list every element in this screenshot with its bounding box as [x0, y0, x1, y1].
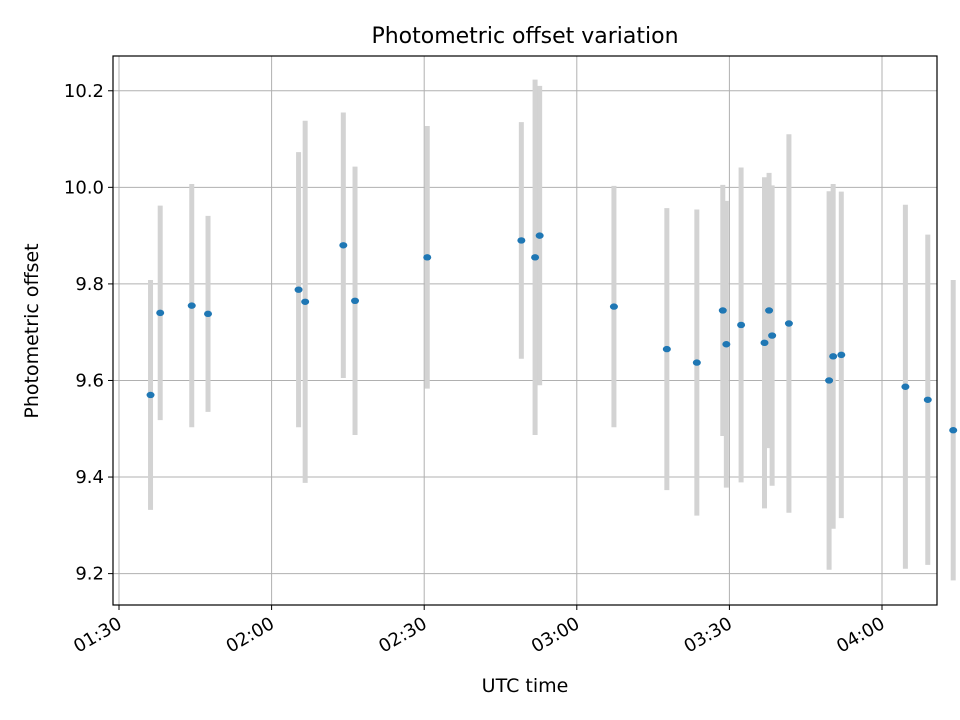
data-point	[765, 307, 774, 314]
data-point	[923, 396, 932, 403]
x-tick-label: 03:30	[680, 613, 735, 657]
data-point	[301, 298, 310, 305]
y-tick-label: 9.4	[75, 467, 104, 488]
data-point	[146, 391, 155, 399]
data-point	[718, 307, 727, 314]
y-tick-label: 9.6	[75, 370, 104, 391]
data-point	[949, 427, 958, 434]
data-point	[609, 303, 618, 310]
data-point	[531, 254, 540, 261]
y-axis-ticks: 9.2 9.4 9.6 9.8 10.0 10.2	[64, 81, 113, 585]
data-point	[825, 377, 834, 384]
error-bars	[148, 79, 956, 581]
data-point	[339, 242, 348, 249]
data-point	[722, 341, 731, 348]
data-points	[146, 232, 958, 434]
data-point	[156, 309, 165, 317]
y-tick-label: 10.2	[64, 81, 104, 102]
data-point	[423, 254, 432, 261]
x-tick-label: 01:30	[70, 613, 125, 657]
plot-area-frame	[112, 55, 938, 606]
chart-title: Photometric offset variation	[371, 24, 678, 49]
data-point	[829, 353, 838, 360]
data-point	[901, 383, 910, 390]
data-point	[692, 359, 701, 366]
data-point	[760, 339, 769, 347]
y-tick-label: 9.8	[75, 274, 104, 295]
data-point	[351, 297, 360, 305]
data-point	[294, 286, 303, 293]
data-point	[535, 232, 544, 239]
data-point	[662, 345, 671, 353]
y-tick-label: 10.0	[64, 177, 104, 198]
x-tick-label: 04:00	[833, 613, 888, 657]
x-tick-label: 02:00	[223, 613, 278, 657]
x-axis-ticks: 01:30 02:00 02:30 03:00 03:30 04:00	[70, 605, 889, 657]
data-point	[204, 310, 213, 318]
data-point	[517, 237, 526, 244]
data-point	[768, 332, 777, 339]
data-point	[784, 320, 793, 327]
y-axis-label: Photometric offset	[21, 243, 43, 418]
y-tick-label: 9.2	[75, 564, 104, 585]
x-tick-label: 02:30	[375, 613, 430, 657]
x-tick-label: 03:00	[528, 613, 583, 657]
data-point	[737, 321, 746, 329]
data-point	[187, 302, 196, 309]
x-axis-label: UTC time	[482, 675, 569, 697]
data-point	[837, 351, 846, 359]
grid-lines	[113, 56, 937, 605]
